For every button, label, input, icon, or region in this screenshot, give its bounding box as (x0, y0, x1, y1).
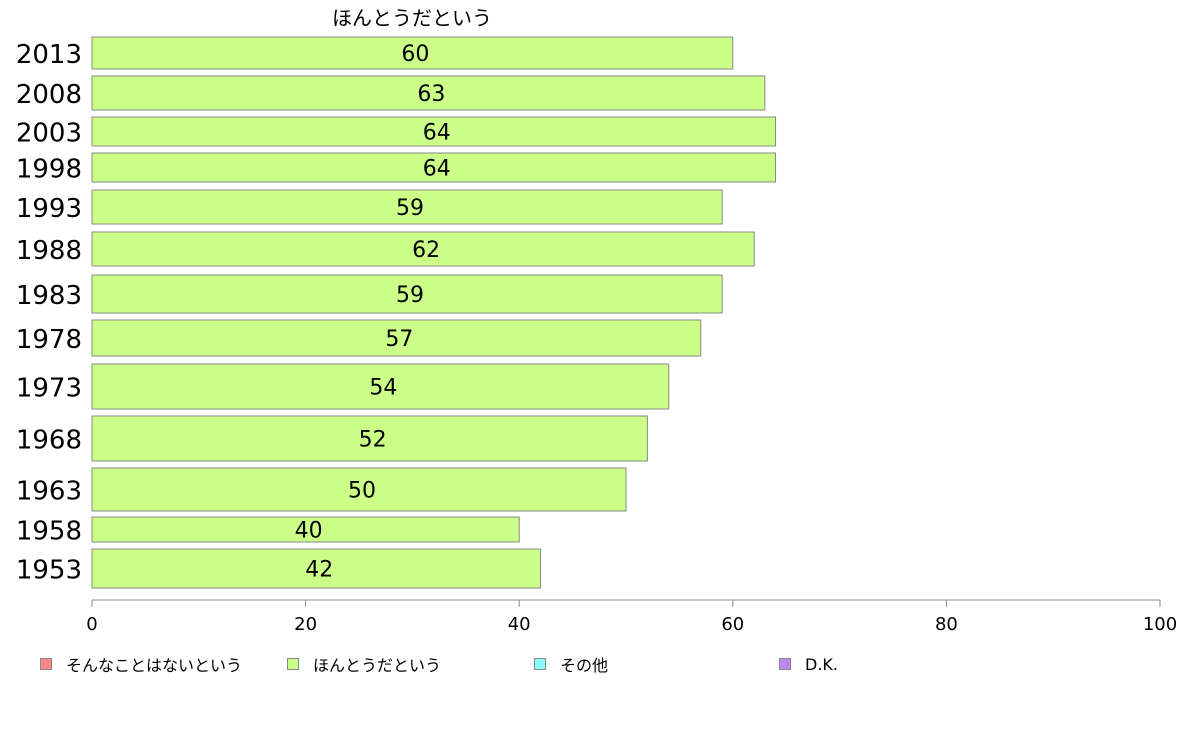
x-tick-label: 60 (721, 614, 744, 635)
legend-item-disagree: そんなことはないという (40, 652, 242, 676)
bar-1978 (91, 319, 702, 357)
x-tick-label: 0 (86, 614, 97, 635)
bar-1988 (91, 231, 755, 267)
bar-1983 (91, 274, 723, 314)
y-axis-labels: 2013 2008 2003 1998 1993 1988 1983 1978 1973 1968… (16, 40, 82, 586)
y-tick-label: 1983 (16, 281, 82, 311)
bar-value-label: 42 (305, 558, 333, 583)
x-axis: 0 20 40 60 80 100 (86, 599, 1177, 635)
bar-1973 (91, 363, 670, 410)
bar-1963 (91, 467, 627, 512)
bar-value-label: 64 (423, 121, 451, 146)
bar-value-label: 52 (359, 428, 387, 453)
y-tick-label: 1973 (16, 374, 82, 404)
legend-label: そんなことはないという (66, 656, 243, 675)
legend: そんなことはないという ほんとうだという その他 D.K. (0, 652, 1188, 676)
bar-value-label: 50 (348, 479, 376, 504)
y-tick-label: 1993 (16, 194, 82, 224)
x-tick-label: 100 (1143, 614, 1177, 635)
bar-1958 (91, 516, 520, 543)
x-tick-label: 80 (935, 614, 958, 635)
x-tick-label: 20 (294, 614, 317, 635)
bar-value-label: 40 (295, 519, 323, 544)
bar-1953 (91, 548, 542, 589)
legend-swatch (534, 658, 546, 670)
y-tick-label: 2008 (16, 80, 82, 110)
y-tick-label: 1998 (16, 155, 82, 185)
legend-label: D.K. (805, 654, 838, 674)
legend-label: ほんとうだという (313, 656, 442, 675)
legend-swatch (779, 658, 791, 670)
y-tick-label: 2003 (16, 119, 82, 149)
bar-value-label: 57 (385, 327, 413, 352)
y-tick-label: 1978 (16, 325, 82, 355)
x-tick-label: 40 (508, 614, 531, 635)
y-tick-label: 1963 (16, 477, 82, 507)
bar-value-label: 63 (417, 82, 445, 107)
y-tick-label: 1988 (16, 236, 82, 266)
bars-group: 60 63 64 64 59 62 59 57 54 52 50 40 42 (91, 36, 777, 589)
bar-2013 (91, 36, 734, 70)
bar-2008 (91, 75, 766, 111)
bar-1998 (91, 152, 777, 183)
y-tick-label: 1968 (16, 426, 82, 456)
chart-title: ほんとうだという (332, 6, 492, 30)
legend-item-other: その他 (534, 652, 608, 676)
bar-1993 (91, 189, 723, 225)
bar-value-label: 59 (396, 196, 424, 221)
legend-item-dk: D.K. (779, 652, 838, 676)
y-tick-label: 1953 (16, 556, 82, 586)
bar-value-label: 59 (396, 283, 424, 308)
bar-1968 (91, 415, 648, 462)
legend-swatch (287, 658, 299, 670)
bar-value-label: 60 (401, 42, 429, 67)
bar-value-label: 64 (423, 157, 451, 182)
bar-2003 (91, 116, 777, 147)
legend-label: その他 (560, 656, 609, 675)
legend-item-true: ほんとうだという (287, 652, 441, 676)
legend-swatch (40, 658, 52, 670)
bar-value-label: 62 (412, 238, 440, 263)
y-tick-label: 2013 (16, 40, 82, 70)
y-tick-label: 1958 (16, 517, 82, 547)
bar-value-label: 54 (369, 376, 397, 401)
